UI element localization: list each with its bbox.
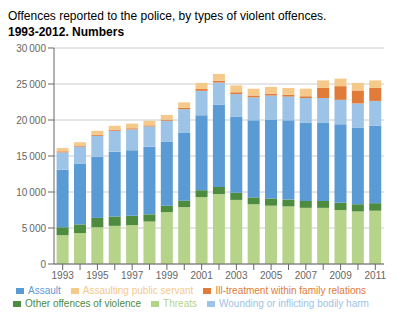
svg-text:5 000: 5 000: [22, 223, 47, 234]
svg-text:10 000: 10 000: [16, 187, 46, 198]
html-text:Other offences of violence: Other offences of violence: [25, 298, 142, 309]
svg-text:2003: 2003: [225, 270, 248, 281]
svg-text:2005: 2005: [260, 270, 283, 281]
html-text:Ill-treatment within family re: Ill-treatment within family relations: [215, 285, 366, 296]
svg-text:2007: 2007: [295, 270, 318, 281]
html-text:Assault: Assault: [28, 285, 61, 296]
svg-text:1997: 1997: [121, 270, 144, 281]
html-text:Threats: Threats: [163, 298, 197, 309]
html-text:Wounding or inflicting bodily: Wounding or inflicting bodily harm: [219, 298, 369, 309]
svg-text:2011: 2011: [365, 270, 387, 281]
svg-text:1993: 1993: [52, 270, 75, 281]
html-text:1993-2012. Numbers: 1993-2012. Numbers: [8, 25, 125, 39]
html-text:Assaulting public servant: Assaulting public servant: [82, 285, 194, 296]
html-text:Offences reported to the polic: Offences reported to the police, by type…: [8, 9, 327, 23]
svg-text:1999: 1999: [156, 270, 179, 281]
svg-text:2009: 2009: [329, 270, 352, 281]
svg-text:1995: 1995: [86, 270, 109, 281]
svg-text:0: 0: [40, 259, 46, 270]
svg-text:25 000: 25 000: [16, 79, 46, 90]
svg-text:30 000: 30 000: [16, 43, 46, 54]
svg-text:20 000: 20 000: [16, 115, 46, 126]
svg-text:15 000: 15 000: [16, 151, 46, 162]
svg-text:2001: 2001: [191, 270, 214, 281]
